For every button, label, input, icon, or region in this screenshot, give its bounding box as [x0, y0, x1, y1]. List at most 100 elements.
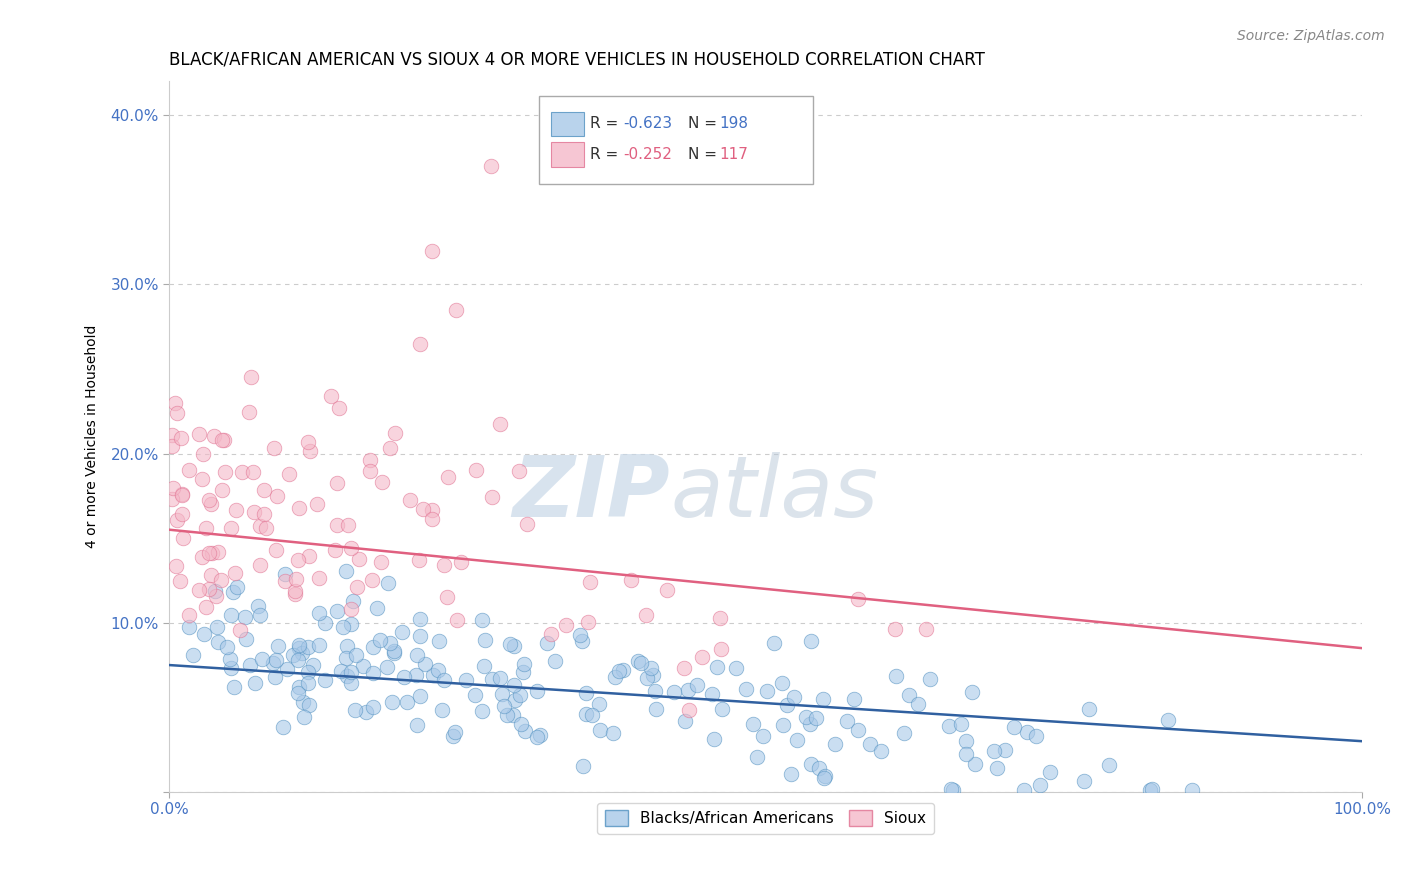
- Point: [370, 555, 392, 569]
- Point: [918, 673, 941, 687]
- Point: [325, 604, 347, 618]
- Point: [395, 696, 418, 710]
- Point: [471, 704, 494, 718]
- Text: -0.623: -0.623: [624, 117, 673, 131]
- Point: [703, 731, 725, 746]
- Point: [405, 718, 427, 732]
- Point: [361, 640, 384, 655]
- Point: [287, 686, 309, 700]
- Point: [384, 425, 406, 440]
- Point: [169, 574, 191, 588]
- Point: [686, 678, 709, 692]
- Point: [870, 744, 893, 758]
- Point: [495, 707, 517, 722]
- Point: [464, 463, 486, 477]
- Point: [195, 521, 218, 535]
- Point: [179, 608, 201, 623]
- Point: [1181, 783, 1204, 797]
- Point: [243, 676, 266, 690]
- Legend: Blacks/African Americans, Sioux: Blacks/African Americans, Sioux: [598, 803, 934, 834]
- Point: [725, 661, 748, 675]
- Point: [297, 665, 319, 679]
- Point: [231, 465, 253, 479]
- FancyBboxPatch shape: [551, 143, 585, 167]
- Text: N =: N =: [688, 147, 723, 162]
- Point: [636, 671, 658, 685]
- Point: [262, 656, 284, 670]
- Point: [516, 517, 538, 532]
- Point: [644, 684, 666, 698]
- Point: [217, 640, 239, 654]
- Point: [770, 675, 793, 690]
- Point: [249, 608, 271, 623]
- Point: [284, 584, 307, 599]
- Point: [824, 737, 846, 751]
- Point: [218, 651, 240, 665]
- Point: [392, 671, 415, 685]
- Point: [197, 582, 219, 596]
- Point: [965, 756, 987, 771]
- Point: [172, 487, 194, 501]
- Point: [205, 589, 228, 603]
- Point: [336, 518, 359, 533]
- Point: [183, 648, 205, 663]
- Point: [409, 612, 432, 626]
- Point: [330, 665, 353, 679]
- Point: [288, 681, 311, 695]
- Point: [1002, 720, 1025, 734]
- Point: [939, 781, 962, 796]
- Point: [503, 640, 526, 654]
- Point: [238, 658, 260, 673]
- Point: [842, 691, 865, 706]
- Point: [472, 659, 495, 673]
- Point: [512, 657, 534, 672]
- Point: [508, 465, 530, 479]
- Point: [368, 633, 391, 648]
- Point: [413, 657, 436, 671]
- Point: [250, 652, 273, 666]
- Point: [211, 434, 233, 448]
- Point: [1073, 774, 1095, 789]
- Point: [645, 701, 668, 715]
- Point: [298, 698, 321, 712]
- Point: [266, 543, 288, 558]
- Point: [288, 640, 311, 655]
- Point: [1025, 729, 1047, 743]
- Point: [510, 716, 533, 731]
- Point: [955, 734, 977, 748]
- Point: [166, 406, 188, 420]
- Point: [772, 718, 794, 732]
- Point: [160, 439, 183, 453]
- Point: [420, 512, 443, 526]
- Point: [464, 688, 486, 702]
- Point: [454, 673, 477, 687]
- Point: [897, 688, 920, 702]
- Point: [544, 654, 567, 668]
- Point: [249, 558, 271, 572]
- Point: [1156, 713, 1178, 727]
- Point: [336, 668, 359, 682]
- Point: [382, 644, 405, 658]
- Point: [276, 662, 298, 676]
- Point: [172, 531, 194, 545]
- Point: [335, 564, 357, 578]
- Point: [221, 521, 243, 535]
- Point: [1028, 778, 1050, 792]
- Point: [191, 550, 214, 565]
- Text: Source: ZipAtlas.com: Source: ZipAtlas.com: [1237, 29, 1385, 43]
- Text: ZIP: ZIP: [513, 452, 671, 535]
- Point: [612, 664, 634, 678]
- Point: [235, 632, 257, 647]
- Point: [709, 611, 731, 625]
- Point: [380, 441, 402, 455]
- Point: [302, 658, 325, 673]
- Point: [800, 756, 823, 771]
- Point: [283, 648, 305, 662]
- Point: [575, 706, 598, 721]
- Point: [238, 405, 260, 419]
- Point: [297, 640, 319, 654]
- Point: [950, 717, 973, 731]
- Point: [446, 613, 468, 627]
- Point: [308, 571, 330, 585]
- Point: [287, 638, 309, 652]
